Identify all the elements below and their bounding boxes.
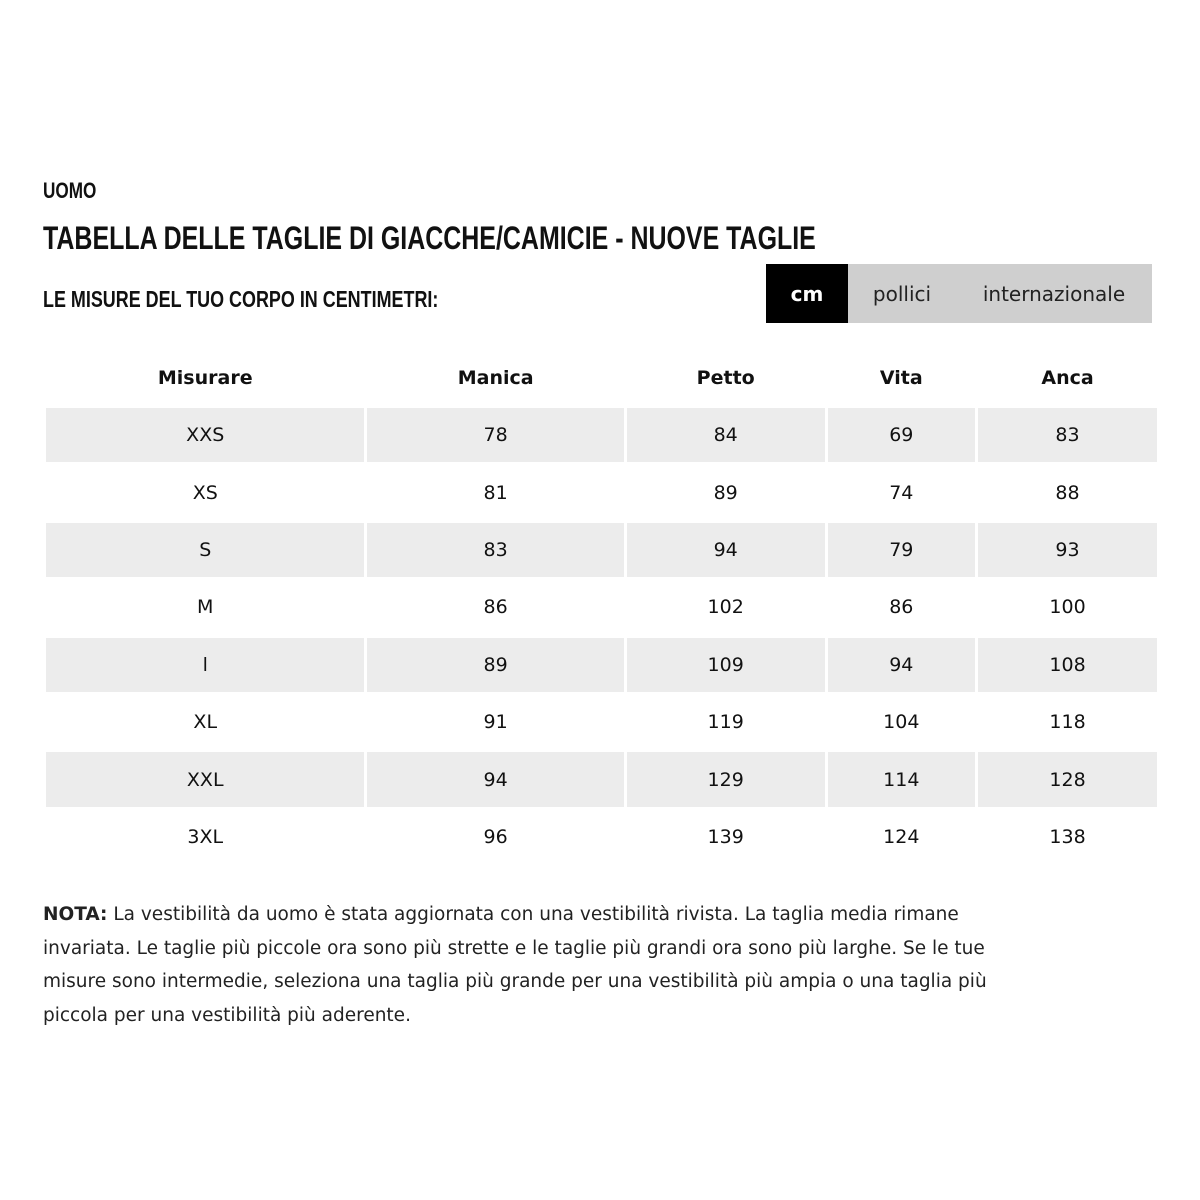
size-cell: M [197,596,214,619]
subtitle: LE MISURE DEL TUO CORPO IN CENTIMETRI: [43,286,439,312]
measure-cell: 129 [626,752,825,807]
measure-cell: 124 [883,825,920,848]
measure-cell: 86 [889,596,914,619]
measure-cell: 114 [827,752,976,807]
measure-cell: 69 [827,408,976,463]
size-cell: 3XL [187,825,224,848]
table-row: XL 91 119 104 118 [46,695,1157,749]
measure-cell: 102 [707,596,744,619]
table-row: l 89 109 94 108 [46,637,1157,692]
measure-cell: 94 [827,637,976,692]
column-header: Misurare [157,367,253,389]
measure-cell: 96 [483,825,508,848]
column-header: Manica [457,367,534,389]
table-header-row: Misurare Manica Petto Vita Anca [46,351,1157,405]
measure-cell: 83 [978,408,1157,463]
measure-cell: 84 [626,408,825,463]
table-row: M 86 102 86 100 [46,580,1157,634]
size-cell: XXS [46,408,365,463]
tab-cm[interactable]: cm [766,264,848,323]
unit-toggle: cm pollici internazionale [766,264,1152,323]
tab-pollici[interactable]: pollici [872,281,932,306]
table-row: S 83 94 79 93 [46,522,1157,578]
table-row: XXS 78 84 69 83 [46,408,1157,463]
measure-cell: 128 [978,752,1157,807]
column-header: Petto [696,367,755,389]
column-header: Anca [1041,367,1094,389]
size-cell: XL [193,711,218,734]
note-text: La vestibilità da uomo è stata aggiornat… [43,904,987,1026]
measure-cell: 91 [483,711,508,734]
measure-cell: 104 [883,711,920,734]
note-label: NOTA: [43,904,108,925]
measure-cell: 108 [978,637,1157,692]
size-table: Misurare Manica Petto Vita Anca XXS 78 84 69 83 X… [43,348,1160,867]
size-cell: XXL [46,752,365,807]
page-title: TABELLA DELLE TAGLIE DI GIACCHE/CAMICIE … [43,220,816,256]
category-label: UOMO [43,178,97,203]
measure-cell: 139 [707,825,744,848]
measure-cell: 86 [483,596,508,619]
measure-cell: 89 [713,481,738,504]
measure-cell: 89 [367,637,624,692]
size-cell: l [46,637,365,692]
tab-internazionale[interactable]: internazionale [982,281,1126,306]
measure-cell: 78 [367,408,624,463]
measure-cell: 88 [1055,481,1080,504]
table-row: XXL 94 129 114 128 [46,752,1157,807]
measure-cell: 94 [626,522,825,578]
column-header: Vita [879,367,923,389]
note: NOTA: La vestibilità da uomo è stata agg… [43,898,1023,1032]
measure-cell: 79 [827,522,976,578]
measure-cell: 74 [889,481,914,504]
table-row: 3XL 96 139 124 138 [46,810,1157,864]
measure-cell: 118 [1049,711,1086,734]
measure-cell: 100 [1049,596,1086,619]
table-row: XS 81 89 74 88 [46,465,1157,519]
measure-cell: 93 [978,522,1157,578]
size-cell: S [46,522,365,578]
size-cell: XS [192,481,218,504]
measure-cell: 94 [367,752,624,807]
measure-cell: 83 [367,522,624,578]
measure-cell: 81 [483,481,508,504]
measure-cell: 109 [626,637,825,692]
measure-cell: 119 [707,711,744,734]
measure-cell: 138 [1049,825,1086,848]
